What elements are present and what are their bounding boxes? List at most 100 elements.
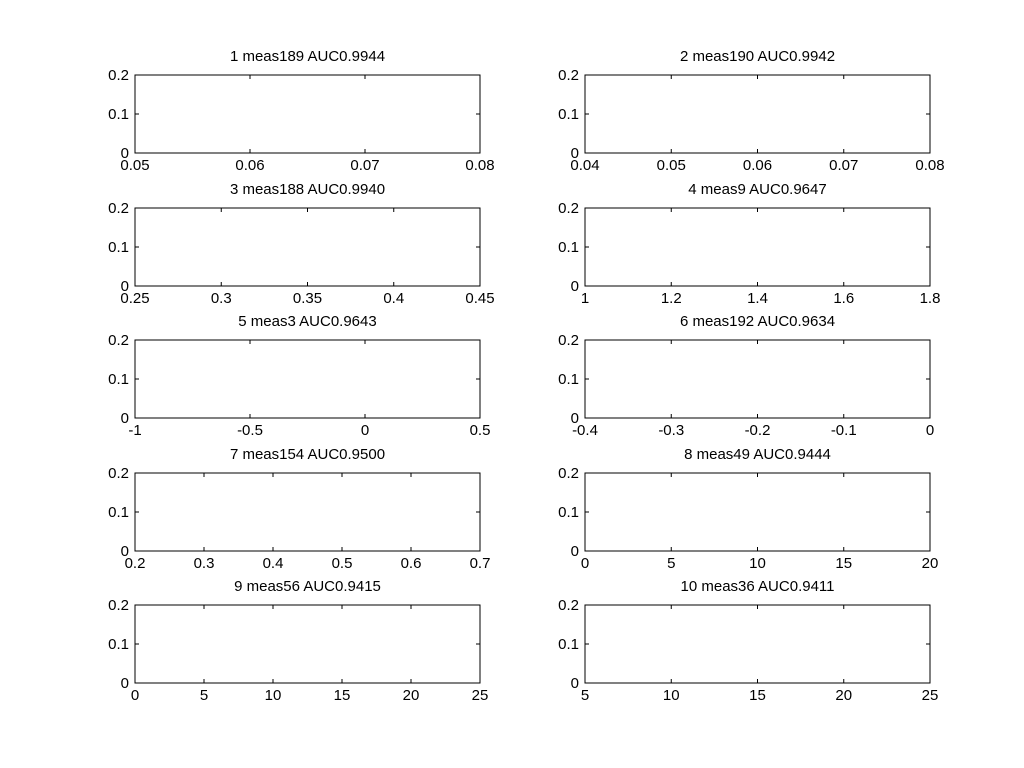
x-tick-label: 0.3 [211,290,232,307]
x-tick-label: 0.07 [829,157,858,174]
y-tick-label: 0 [121,278,129,295]
axes-frame [134,74,481,154]
x-tick-label: 25 [472,687,489,704]
y-tick-label: 0.2 [108,200,129,217]
panel-title: 9 meas56 AUC0.9415 [234,578,381,595]
axes-frame [584,339,931,419]
x-tick-label: 0.06 [743,157,772,174]
y-tick-label: 0.1 [558,371,579,388]
x-tick-label: 0.05 [120,157,149,174]
x-tick-label: -0.2 [745,422,771,439]
y-tick-label: 0.1 [558,239,579,256]
x-tick-label: 0.05 [657,157,686,174]
y-tick-label: 0 [571,410,579,427]
x-tick-label: 0.25 [120,290,149,307]
x-tick-label: -0.5 [237,422,263,439]
panel-title: 1 meas189 AUC0.9944 [230,48,385,65]
panel-title: 3 meas188 AUC0.9940 [230,181,385,198]
y-tick-label: 0 [121,543,129,560]
y-tick-label: 0.1 [108,636,129,653]
y-tick-label: 0.2 [108,67,129,84]
panel-title: 10 meas36 AUC0.9411 [681,578,835,595]
y-tick-label: 0.2 [558,597,579,614]
x-tick-label: 5 [667,555,675,572]
histogram-panel-2: 0.04 0.05 0.06 0.07 0.08 0 0.1 0.2 2 meas190 AUC… [558,48,944,174]
y-tick-label: 0.1 [108,504,129,521]
x-tick-label: 0.45 [465,290,494,307]
x-tick-label: -0.1 [831,422,857,439]
x-tick-label: 1.4 [747,290,768,307]
axes-frame [134,339,481,419]
histogram-panel-8: 0 5 10 15 20 0 0.1 0.2 8 meas49 AUC0.9444 [558,446,938,572]
histogram-panel-6: -0.4 -0.3 -0.2 -0.1 0 0 0.1 0.2 6 meas192 AUC0.9… [558,313,934,439]
x-tick-label: 0.04 [570,157,599,174]
x-tick-label: -0.3 [658,422,684,439]
x-tick-label: -1 [128,422,141,439]
y-tick-label: 0.2 [108,465,129,482]
y-tick-label: 0.2 [108,332,129,349]
x-tick-label: 0.4 [263,555,284,572]
panel-title: 7 meas154 AUC0.9500 [230,446,385,463]
x-tick-label: 15 [749,687,766,704]
axes-frame [584,604,931,684]
y-tick-label: 0 [121,675,129,692]
panel-title: 6 meas192 AUC0.9634 [680,313,835,330]
y-tick-label: 0 [571,145,579,162]
x-tick-label: 0.4 [383,290,404,307]
axes-frame [584,207,931,287]
y-tick-label: 0.1 [108,239,129,256]
x-tick-label: 0.35 [293,290,322,307]
x-tick-label: 25 [922,687,939,704]
x-tick-label: 0.08 [465,157,494,174]
y-tick-label: 0 [121,145,129,162]
histogram-panel-7: 0.2 0.3 0.4 0.5 0.6 0.7 0 0.1 0.2 7 meas154 AUC0.… [108,446,490,572]
x-tick-label: 0 [581,555,589,572]
panel-title: 4 meas9 AUC0.9647 [688,181,826,198]
x-tick-label: 10 [265,687,282,704]
x-tick-label: 20 [403,687,420,704]
y-tick-label: 0.1 [558,504,579,521]
x-tick-label: 15 [334,687,351,704]
x-tick-label: 10 [749,555,766,572]
x-tick-label: 0.06 [235,157,264,174]
y-tick-label: 0.2 [558,465,579,482]
y-tick-label: 0 [571,675,579,692]
x-tick-label: 1.2 [661,290,682,307]
y-tick-label: 0.2 [558,67,579,84]
x-tick-label: 5 [581,687,589,704]
x-tick-label: 0 [361,422,369,439]
y-tick-label: 0.1 [558,636,579,653]
histogram-panel-10: 5 10 15 20 25 0 0.1 0.2 10 meas36 AUC0.9411 [558,578,938,704]
x-tick-label: 0.2 [125,555,146,572]
y-tick-label: 0 [571,543,579,560]
y-tick-label: 0.2 [558,332,579,349]
y-tick-label: 0 [571,278,579,295]
axes-frame [584,74,931,154]
panel-title: 5 meas3 AUC0.9643 [238,313,376,330]
x-tick-label: 1.6 [833,290,854,307]
x-tick-label: 0.07 [350,157,379,174]
histogram-panel-3: 0.25 0.3 0.35 0.4 0.45 0 0.1 0.2 3 meas188 AUC0.… [108,181,494,307]
x-tick-label: 0.7 [470,555,491,572]
x-tick-label: 1.8 [920,290,941,307]
axes-frame [134,207,481,287]
x-tick-label: 0 [131,687,139,704]
histogram-panel-4: 1 1.2 1.4 1.6 1.8 0 0.1 0.2 4 meas9 AUC0.9647 [558,181,940,307]
y-tick-label: 0.2 [108,597,129,614]
x-tick-label: 10 [663,687,680,704]
x-tick-label: 0.3 [194,555,215,572]
y-tick-label: 0.1 [108,106,129,123]
x-tick-label: 0.5 [470,422,491,439]
x-tick-label: 1 [581,290,589,307]
x-tick-label: 0 [926,422,934,439]
y-tick-label: 0.1 [558,106,579,123]
panel-title: 8 meas49 AUC0.9444 [684,446,831,463]
axes-frame [134,472,481,552]
x-tick-label: 0.5 [332,555,353,572]
y-tick-label: 0.1 [108,371,129,388]
y-tick-label: 0 [121,410,129,427]
x-tick-label: 20 [835,687,852,704]
x-tick-label: 20 [922,555,939,572]
axes-frame [584,472,931,552]
